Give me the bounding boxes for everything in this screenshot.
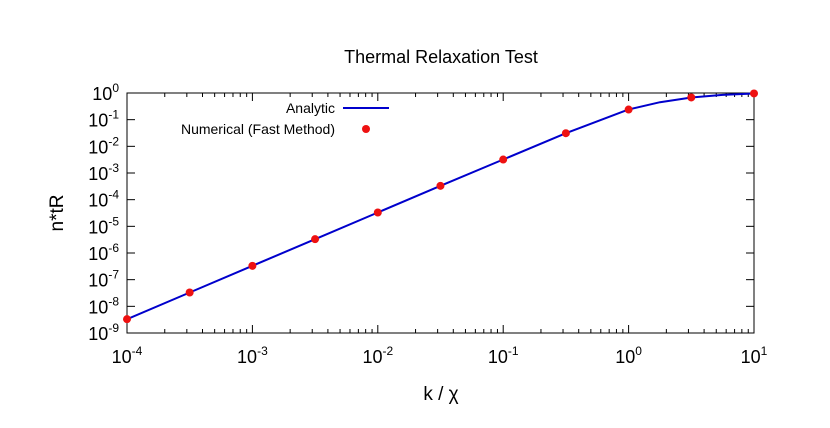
x-tick-label-exp: 0 <box>635 344 642 358</box>
numerical-point <box>311 235 320 244</box>
numerical-point <box>123 315 131 324</box>
x-tick-label-exp: -3 <box>257 344 268 358</box>
y-tick-label-exp: -7 <box>108 268 119 282</box>
numerical-point <box>248 261 257 270</box>
x-tick-label-exp: 1 <box>761 344 768 358</box>
y-tick-label: 10-6 <box>88 241 119 264</box>
y-tick-label: 10-2 <box>88 134 119 157</box>
numerical-point <box>373 208 382 217</box>
x-tick-label-base: 10 <box>237 347 257 367</box>
y-tick-label-base: 10 <box>88 137 108 157</box>
y-tick-label-base: 10 <box>92 84 112 104</box>
numerical-point <box>561 129 570 138</box>
x-tick-label-exp: -4 <box>132 344 143 358</box>
y-tick-label-exp: -9 <box>108 321 119 335</box>
x-tick-label-base: 10 <box>488 347 508 367</box>
x-axis-label: k / χ <box>423 384 458 405</box>
y-tick-label-exp: -2 <box>108 134 119 148</box>
x-tick-label: 10-4 <box>112 344 143 367</box>
series-layer <box>123 89 758 324</box>
numerical-point <box>436 181 445 190</box>
y-tick-label-exp: -1 <box>108 108 119 122</box>
y-tick-label-exp: -6 <box>108 241 119 255</box>
numerical-point <box>499 155 508 164</box>
y-axis-label: n*tR <box>47 195 68 232</box>
y-tick-label-base: 10 <box>88 271 108 291</box>
y-tick-label: 10-3 <box>88 161 119 184</box>
numerical-point <box>624 105 633 114</box>
y-tick-label: 10-7 <box>88 268 119 291</box>
y-tick-label: 100 <box>92 81 119 104</box>
x-tick-label: 10-1 <box>488 344 519 367</box>
y-tick-label-base: 10 <box>88 217 108 237</box>
x-tick-label-exp: -2 <box>382 344 393 358</box>
y-tick-label: 10-9 <box>88 321 119 344</box>
x-tick-label: 101 <box>741 344 768 367</box>
y-tick-label-base: 10 <box>88 111 108 131</box>
x-tick-label-base: 10 <box>741 347 761 367</box>
x-tick-label-base: 10 <box>362 347 382 367</box>
legend-label: Numerical (Fast Method) <box>181 121 335 137</box>
legend-label: Analytic <box>286 100 335 116</box>
y-tick-label-exp: -8 <box>108 294 119 308</box>
y-tick-label: 10-4 <box>88 188 119 211</box>
y-tick-label-base: 10 <box>88 244 108 264</box>
y-tick-label: 10-8 <box>88 294 119 317</box>
x-tick-label-base: 10 <box>615 347 635 367</box>
legend: Analytic Numerical (Fast Method) <box>181 100 389 137</box>
y-tick-label-base: 10 <box>88 297 108 317</box>
numerical-point <box>185 288 194 297</box>
y-tick-label-base: 10 <box>88 324 108 344</box>
y-tick-label-base: 10 <box>88 164 108 184</box>
x-tick-label-exp: -1 <box>508 344 519 358</box>
y-tick-label-exp: -5 <box>108 214 119 228</box>
x-tick-label: 10-3 <box>237 344 268 367</box>
x-tick-label-base: 10 <box>112 347 132 367</box>
y-tick-label-base: 10 <box>88 191 108 211</box>
y-tick-label: 10-1 <box>88 108 119 131</box>
chart-title: Thermal Relaxation Test <box>344 47 538 67</box>
plot-frame <box>126 92 755 334</box>
legend-point-swatch <box>362 125 370 133</box>
numerical-point <box>687 93 696 102</box>
y-tick-label-exp: 0 <box>112 81 119 95</box>
x-tick-label: 100 <box>615 344 642 367</box>
numerical-point <box>750 89 758 98</box>
y-tick-label-exp: -3 <box>108 161 119 175</box>
x-tick-label: 10-2 <box>362 344 393 367</box>
y-tick-label: 10-5 <box>88 214 119 237</box>
y-tick-label-exp: -4 <box>108 188 119 202</box>
x-axis: 10-4 10-3 10-2 10-1 100 101 <box>112 93 768 367</box>
